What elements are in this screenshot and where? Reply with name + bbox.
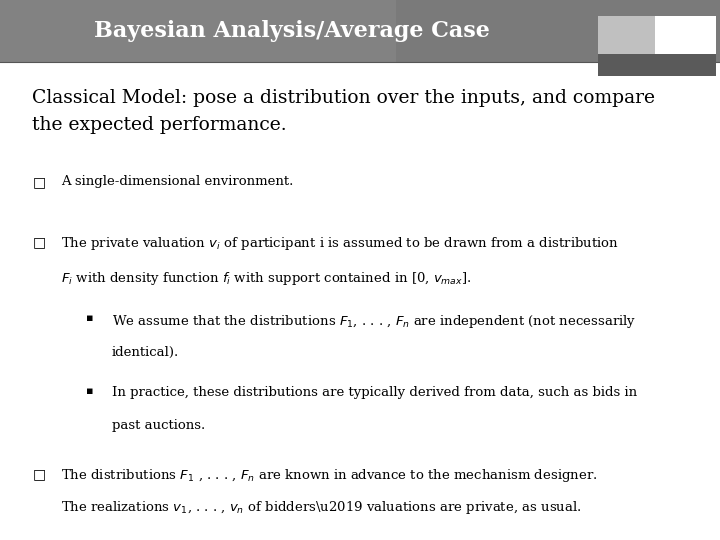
FancyBboxPatch shape — [0, 0, 720, 62]
FancyBboxPatch shape — [655, 54, 716, 76]
Text: Classical Model: pose a distribution over the inputs, and compare
the expected p: Classical Model: pose a distribution ove… — [32, 89, 655, 133]
Text: The private valuation $v_i$ of participant i is assumed to be drawn from a distr: The private valuation $v_i$ of participa… — [61, 235, 619, 252]
Text: □: □ — [32, 235, 45, 249]
Text: □: □ — [32, 176, 45, 190]
Text: ▪: ▪ — [86, 386, 94, 396]
FancyBboxPatch shape — [598, 16, 655, 57]
FancyBboxPatch shape — [0, 0, 396, 62]
Text: $F_i$ with density function $f_i$ with support contained in [0, $v_{max}$].: $F_i$ with density function $f_i$ with s… — [61, 270, 472, 287]
Text: identical).: identical). — [112, 346, 179, 359]
Text: ▪: ▪ — [86, 313, 94, 323]
Text: We assume that the distributions $F_1$, . . . , $F_n$ are independent (not neces: We assume that the distributions $F_1$, … — [112, 313, 636, 330]
Text: □: □ — [32, 467, 45, 481]
FancyBboxPatch shape — [655, 16, 716, 57]
Text: past auctions.: past auctions. — [112, 418, 205, 431]
Text: In practice, these distributions are typically derived from data, such as bids i: In practice, these distributions are typ… — [112, 386, 636, 399]
FancyBboxPatch shape — [598, 54, 655, 76]
Text: The distributions $F_1$ , . . . , $F_n$ are known in advance to the mechanism de: The distributions $F_1$ , . . . , $F_n$ … — [61, 467, 598, 484]
Text: A single-dimensional environment.: A single-dimensional environment. — [61, 176, 294, 188]
Text: Bayesian Analysis/Average Case: Bayesian Analysis/Average Case — [94, 20, 490, 42]
Text: The realizations $v_1$, . . . , $v_n$ of bidders\u2019 valuations are private, a: The realizations $v_1$, . . . , $v_n$ of… — [61, 500, 582, 516]
